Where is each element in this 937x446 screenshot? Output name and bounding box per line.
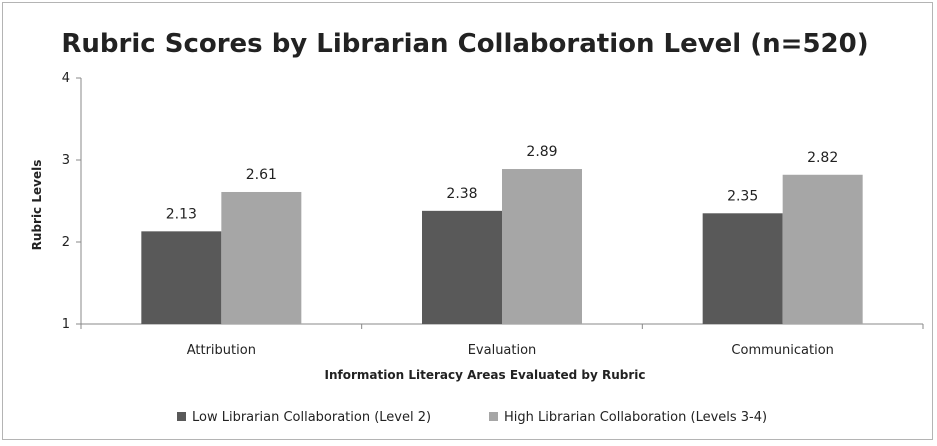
bar [141, 231, 222, 324]
y-tick-label: 4 [62, 71, 70, 86]
data-label: 2.38 [446, 186, 477, 202]
y-tick-label: 2 [62, 235, 70, 250]
x-tick-label: Attribution [187, 343, 256, 358]
bar [702, 213, 783, 324]
bar [502, 169, 582, 324]
y-tick-label: 3 [62, 153, 70, 168]
y-tick-label: 1 [62, 317, 70, 332]
x-tick-label: Communication [731, 343, 833, 358]
x-axis: Attribution Evaluation Communication [80, 323, 924, 358]
y-axis-title: Rubric Levels [30, 160, 44, 251]
bar [422, 210, 502, 324]
bars: 2.13 2.61 2.38 2.89 2.35 2.82 [141, 144, 863, 324]
bar [221, 191, 302, 324]
x-axis-title: Information Literacy Areas Evaluated by … [325, 368, 646, 382]
legend-swatch [177, 412, 186, 421]
chart-title: Rubric Scores by Librarian Collaboration… [61, 29, 868, 59]
legend-label: Low Librarian Collaboration (Level 2) [192, 410, 431, 425]
chart-frame: Rubric Scores by Librarian Collaboration… [2, 2, 933, 440]
legend: Low Librarian Collaboration (Level 2) Hig… [177, 410, 767, 425]
x-tick-label: Evaluation [468, 343, 537, 358]
data-label: 2.61 [246, 167, 277, 183]
data-label: 2.89 [526, 144, 557, 160]
legend-label: High Librarian Collaboration (Levels 3-4… [504, 410, 767, 425]
legend-swatch [489, 412, 498, 421]
bar-chart: Rubric Scores by Librarian Collaboration… [30, 29, 924, 425]
data-label: 2.82 [807, 150, 838, 166]
bar [782, 174, 863, 324]
data-label: 2.35 [727, 188, 758, 204]
data-label: 2.13 [166, 206, 197, 222]
y-axis: 1 2 3 4 [62, 71, 82, 332]
